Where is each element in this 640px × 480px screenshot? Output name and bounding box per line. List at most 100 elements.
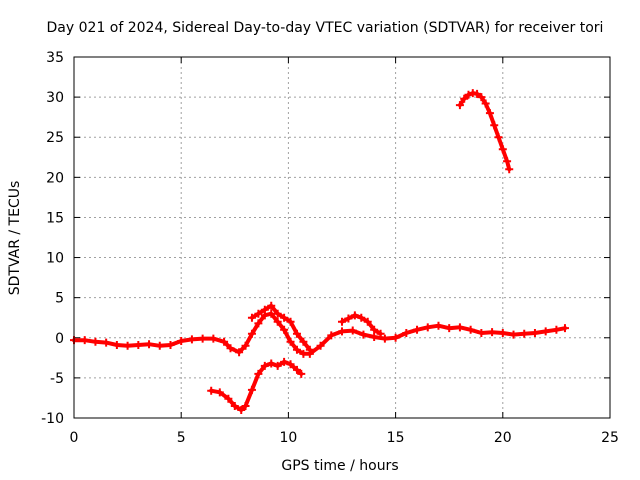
data-point [541,327,550,336]
y-axis-label: SDTVAR / TECUs [7,181,23,296]
data-point [220,337,229,346]
data-point [359,330,368,339]
data-point [498,328,507,337]
x-tick-label: 25 [601,430,619,446]
data-point [481,99,490,108]
data-point [237,405,246,414]
data-point [338,317,346,326]
y-tick-label: 0 [55,331,64,347]
data-point [286,360,295,369]
data-point [477,328,486,337]
data-point [344,314,353,323]
data-point [215,388,224,397]
data-point [286,337,295,346]
data-point [235,348,244,357]
data-point [224,394,233,403]
series-bump-13h [338,311,385,338]
data-point [260,361,269,370]
data-point [209,334,218,343]
data-point [280,357,289,366]
data-point [350,311,359,320]
series-line [72,311,567,356]
data-point [370,325,379,334]
y-tick-label: 5 [55,291,64,307]
y-tick-label: -5 [50,371,64,387]
data-point [376,329,385,338]
data-point [230,401,239,410]
data-point [166,340,175,349]
data-point [177,336,186,345]
data-point [286,317,295,326]
data-point [464,90,473,99]
data-point [445,324,454,333]
data-point [198,334,207,343]
series-upper-arc [455,89,514,174]
series-lower-segment [207,357,306,414]
x-axis-label: GPS time / hours [281,458,398,474]
data-point [267,301,276,310]
data-point [305,345,314,354]
data-point [348,326,357,335]
data-point [380,334,389,343]
data-point [488,328,497,337]
data-point [280,325,289,334]
data-point [455,323,464,332]
tick-layer: 0 5 10 15 20 25 -10 -5 0 5 10 15 20 25 30 35 [41,50,619,446]
data-point [316,341,325,350]
data-point [260,305,269,314]
data-point [423,323,432,332]
data-point [473,89,482,98]
x-tick-label: 10 [279,430,297,446]
data-point [466,325,475,334]
data-point [80,336,89,345]
data-point [485,109,494,118]
data-point [552,325,561,334]
y-tick-label: 30 [46,90,64,106]
data-point [112,340,121,349]
data-point [292,345,301,354]
data-point [247,313,256,322]
data-point [477,93,486,102]
data-point [254,309,263,318]
x-tick-label: 0 [70,430,79,446]
data-point [509,330,518,339]
data-layer [70,89,569,414]
data-point [292,365,301,374]
data-point [254,319,263,328]
y-tick-label: 10 [46,251,64,267]
data-point [241,341,250,350]
data-point [91,337,100,346]
data-point [145,340,154,349]
data-point [254,369,263,378]
data-point [530,328,539,337]
y-tick-label: 20 [46,170,64,186]
y-tick-label: 35 [46,50,64,66]
data-point [299,337,308,346]
data-point [402,328,411,337]
data-point [273,309,282,318]
data-point [560,324,569,333]
data-point [187,335,196,344]
x-tick-label: 5 [177,430,186,446]
data-point [134,340,143,349]
data-point [297,369,306,378]
data-point [494,133,503,142]
y-tick-label: 15 [46,210,64,226]
data-point [267,359,276,368]
data-point [273,361,282,370]
data-point [327,331,336,340]
data-point [363,317,372,326]
data-point [155,341,164,350]
series-line [457,91,512,172]
series-line [250,303,312,352]
x-tick-label: 20 [494,430,512,446]
series-line [209,359,304,412]
data-point [247,385,256,394]
data-point [434,321,443,330]
data-point [247,329,256,338]
data-point [226,344,235,353]
data-point [241,401,250,410]
data-point [338,327,346,336]
y-tick-label: 25 [46,130,64,146]
